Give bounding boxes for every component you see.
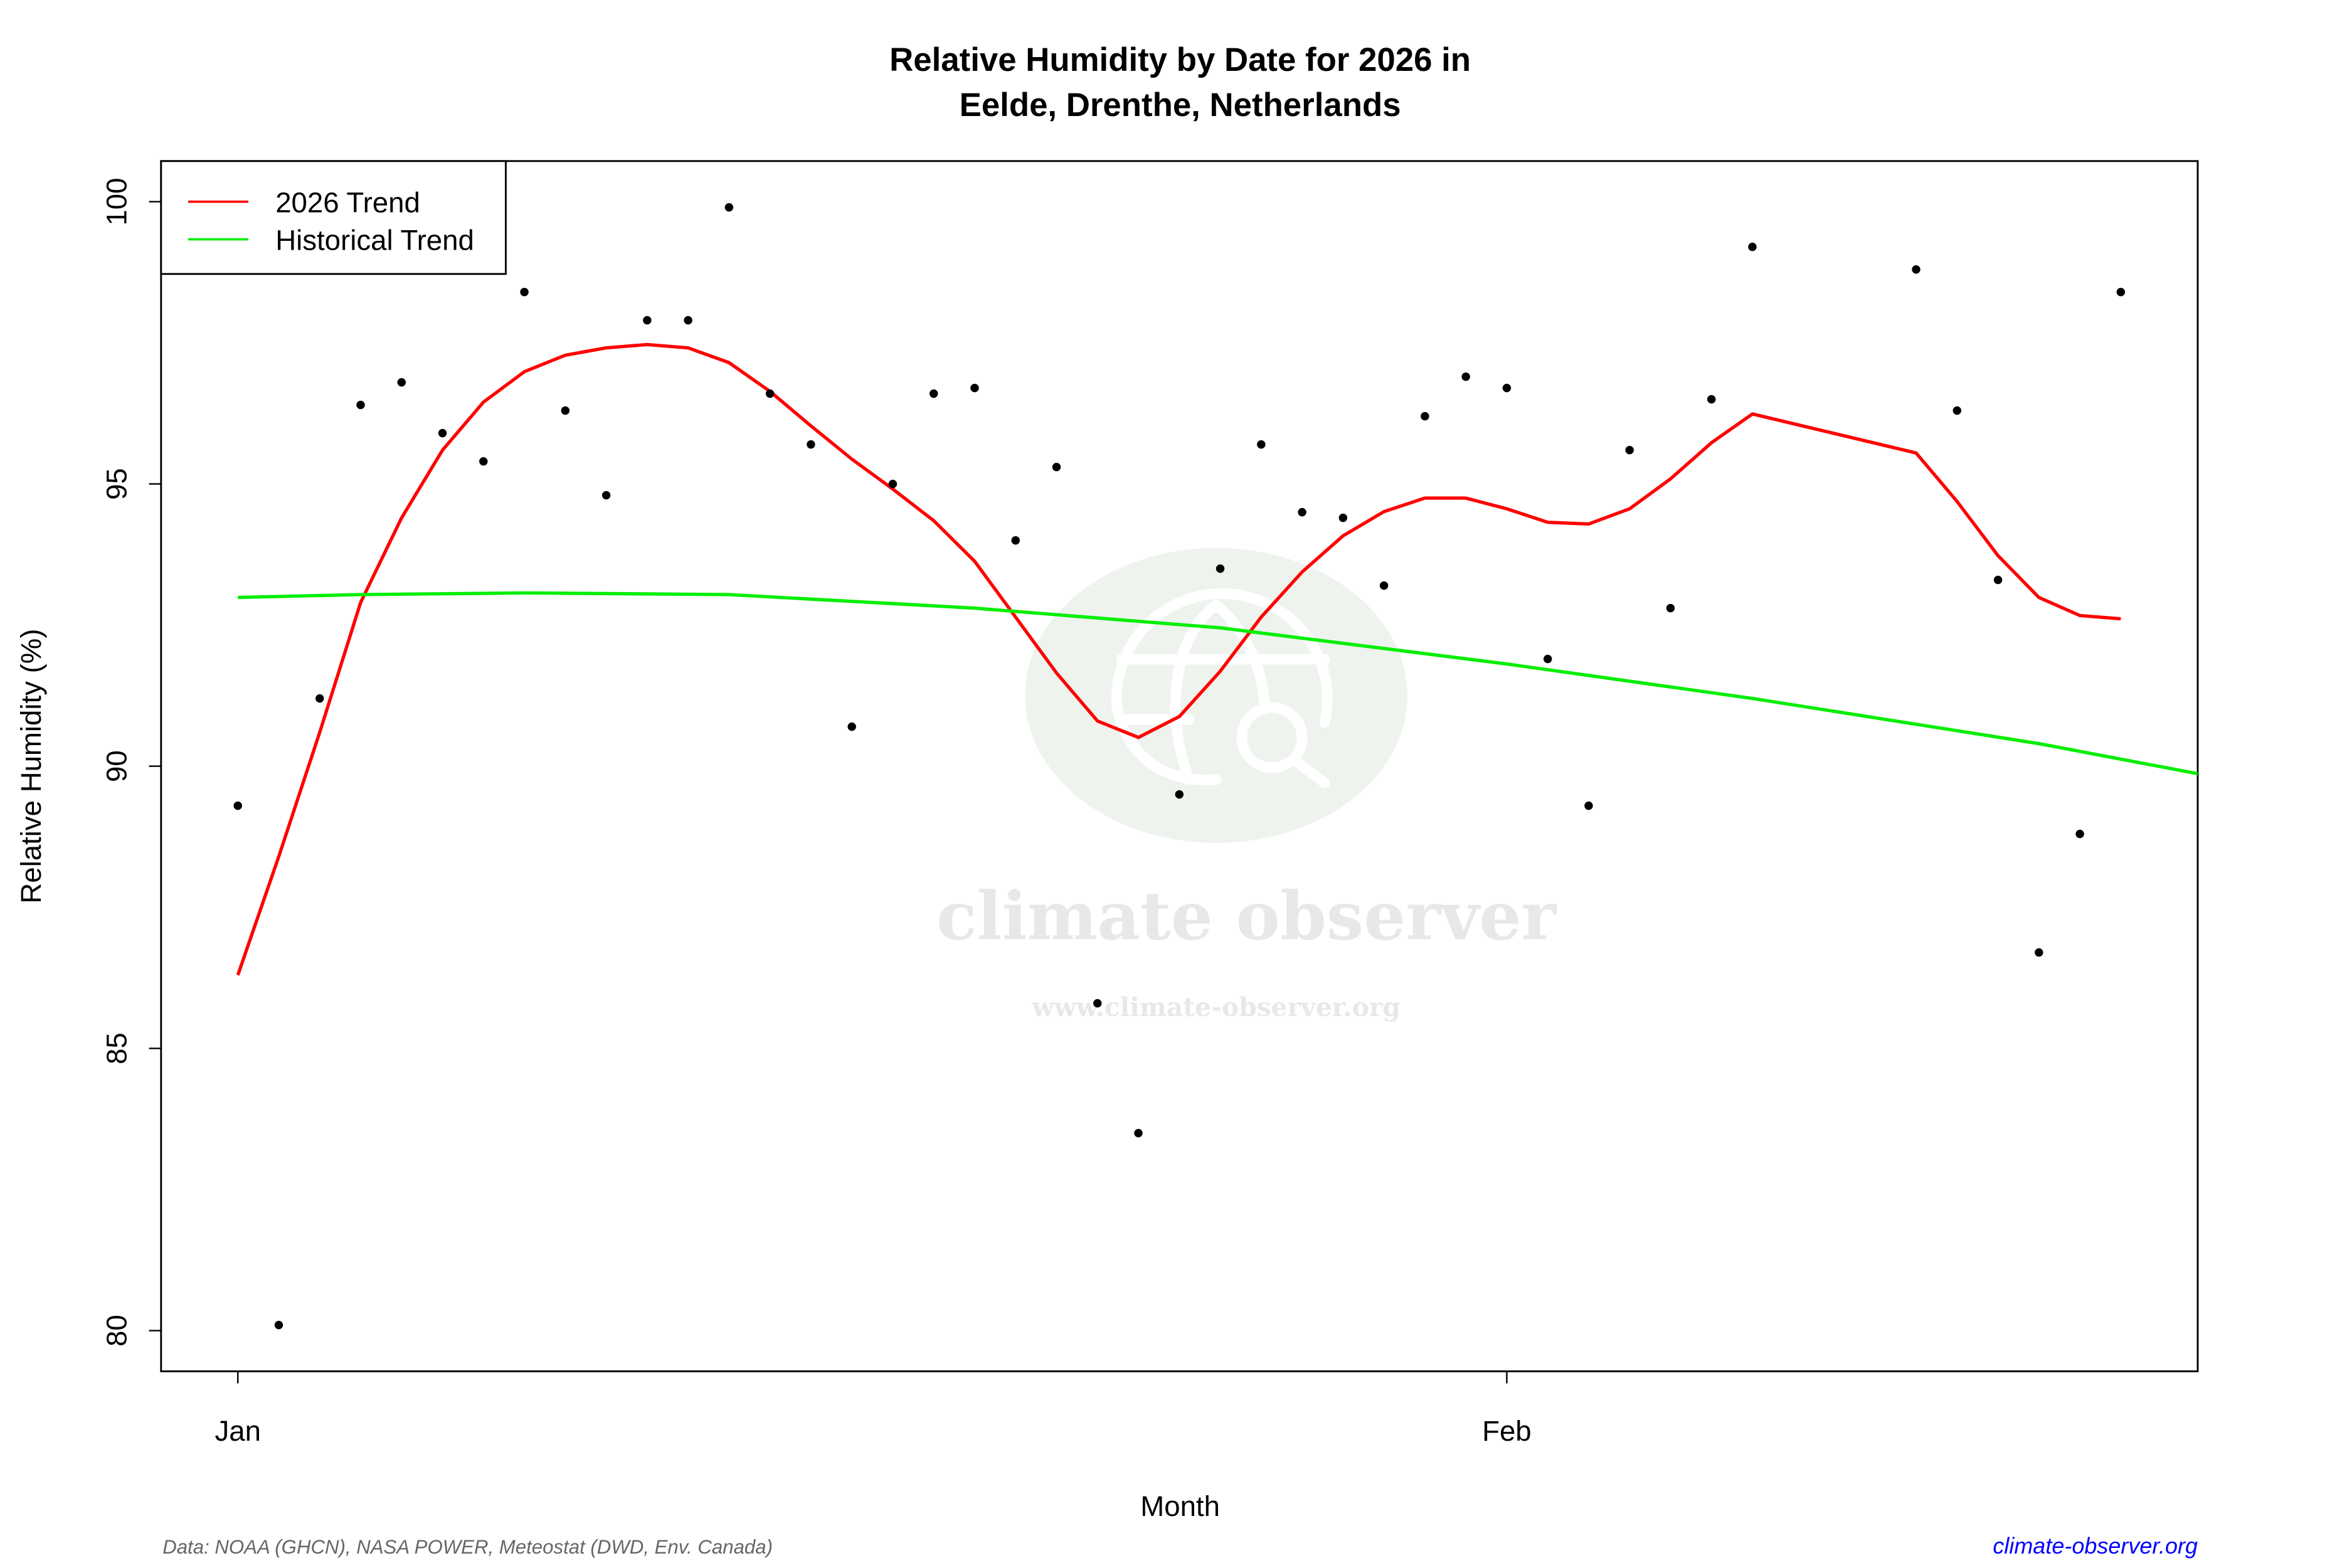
data-point	[1952, 406, 1962, 415]
data-point	[1625, 445, 1634, 455]
data-point	[438, 428, 447, 438]
trend-line-2026-trend	[236, 342, 2121, 976]
data-point	[479, 457, 488, 466]
data-source-note: Data: NOAA (GHCN), NASA POWER, Meteostat…	[162, 1536, 773, 1558]
watermark-name: climate observer	[936, 877, 1557, 955]
data-point	[1134, 1128, 1143, 1138]
data-point	[520, 287, 529, 297]
data-point	[561, 406, 570, 415]
data-point	[1298, 507, 1306, 517]
data-point	[684, 315, 692, 325]
data-point	[2116, 287, 2126, 297]
legend-box	[160, 160, 507, 275]
y-axis: 80 85 90 95 100	[101, 178, 162, 1347]
chart-title-line1: Relative Humidity by Date for 2026 in	[889, 41, 1471, 78]
data-point	[2035, 948, 2043, 957]
data-point	[1175, 790, 1184, 799]
y-tick-label: 100	[101, 178, 133, 226]
y-axis-label: Relative Humidity (%)	[15, 629, 47, 904]
data-point	[1993, 575, 2003, 585]
data-point	[601, 490, 611, 500]
x-axis: Jan Feb	[215, 1370, 1532, 1447]
data-point	[724, 203, 734, 212]
data-point	[929, 389, 938, 398]
legend-label-2026-trend: 2026 Trend	[275, 186, 420, 218]
x-axis-label: Month	[1140, 1490, 1220, 1522]
x-tick-label: Feb	[1482, 1415, 1532, 1447]
y-tick-label: 95	[101, 468, 133, 500]
watermark: climate observer www.climate-observer.or…	[936, 548, 1557, 1022]
data-point	[1543, 654, 1552, 664]
trend-lines	[236, 342, 2198, 976]
x-tick-label: Jan	[215, 1415, 261, 1447]
legend-label-historical-trend: Historical Trend	[275, 224, 474, 256]
data-point	[1461, 372, 1470, 381]
data-point	[1257, 440, 1266, 449]
data-point	[1052, 462, 1061, 472]
watermark-url: www.climate-observer.org	[1031, 992, 1400, 1022]
data-point	[1093, 999, 1102, 1008]
trend-line-historical-trend	[238, 591, 2198, 776]
data-point	[847, 722, 856, 731]
data-point	[1011, 536, 1020, 545]
data-point	[1338, 513, 1348, 522]
legend: 2026 Trend Historical Trend	[160, 160, 507, 275]
data-point	[1584, 801, 1593, 810]
data-point	[1421, 411, 1429, 421]
data-point	[1748, 242, 1757, 252]
y-tick-label: 80	[101, 1315, 133, 1347]
data-point	[970, 383, 979, 393]
site-link[interactable]: climate-observer.org	[1993, 1533, 2198, 1559]
data-point	[315, 694, 324, 703]
data-point	[1707, 395, 1716, 404]
data-point	[1666, 603, 1675, 613]
chart-title-line2: Eelde, Drenthe, Netherlands	[960, 87, 1401, 124]
data-point	[274, 1320, 283, 1330]
data-point	[1216, 564, 1225, 573]
data-point	[1912, 265, 1920, 274]
data-point	[2075, 829, 2084, 839]
data-point	[765, 389, 775, 398]
data-point	[397, 378, 406, 387]
data-point	[807, 440, 815, 449]
y-tick-label: 85	[101, 1032, 133, 1064]
data-point	[643, 315, 652, 325]
data-point	[1502, 383, 1512, 393]
data-point	[888, 479, 898, 489]
y-tick-label: 90	[101, 750, 133, 782]
data-point	[233, 801, 242, 810]
globe-search-icon	[1111, 588, 1333, 788]
data-points	[233, 203, 2126, 1330]
data-point	[356, 400, 365, 410]
data-point	[1379, 581, 1389, 590]
